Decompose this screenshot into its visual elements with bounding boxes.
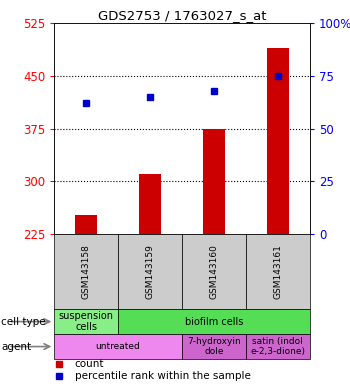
Bar bbox=[75, 215, 97, 234]
Text: cell type: cell type bbox=[1, 316, 46, 327]
Title: GDS2753 / 1763027_s_at: GDS2753 / 1763027_s_at bbox=[98, 9, 266, 22]
Bar bbox=[182, 334, 246, 359]
Text: count: count bbox=[75, 359, 104, 369]
Text: GSM143158: GSM143158 bbox=[82, 244, 91, 299]
Bar bbox=[182, 234, 246, 309]
Text: 7-hydroxyin
dole: 7-hydroxyin dole bbox=[187, 337, 241, 356]
Text: agent: agent bbox=[1, 341, 31, 352]
Bar bbox=[246, 334, 310, 359]
Text: biofilm cells: biofilm cells bbox=[185, 316, 243, 327]
Bar bbox=[54, 234, 118, 309]
Text: suspension
cells: suspension cells bbox=[59, 311, 114, 333]
Bar bbox=[54, 309, 118, 334]
Text: GSM143159: GSM143159 bbox=[146, 244, 155, 299]
Text: percentile rank within the sample: percentile rank within the sample bbox=[75, 371, 251, 381]
Bar bbox=[246, 234, 310, 309]
Bar bbox=[203, 129, 225, 234]
Text: GSM143160: GSM143160 bbox=[209, 244, 218, 299]
Bar bbox=[267, 48, 289, 234]
Bar bbox=[54, 334, 182, 359]
Bar bbox=[118, 309, 310, 334]
Text: satin (indol
e-2,3-dione): satin (indol e-2,3-dione) bbox=[250, 337, 305, 356]
Bar bbox=[118, 234, 182, 309]
Text: GSM143161: GSM143161 bbox=[273, 244, 282, 299]
Text: untreated: untreated bbox=[96, 342, 140, 351]
Bar bbox=[139, 174, 161, 234]
